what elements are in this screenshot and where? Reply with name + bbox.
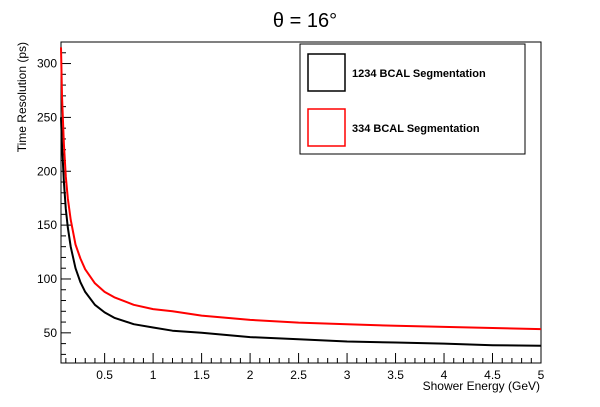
x-tick-label: 5 — [538, 368, 545, 382]
chart-title: θ = 16° — [273, 10, 337, 32]
x-tick-label: 0.5 — [96, 368, 113, 382]
legend-box — [299, 43, 526, 155]
x-axis: 0.5 1 1.5 2 2.5 3 3.5 4 4.5 5 — [65, 353, 545, 382]
legend-swatch-334 — [307, 108, 346, 147]
legend: 1234 BCAL Segmentation 334 BCAL Segmenta… — [299, 43, 526, 155]
x-tick-label: 1 — [150, 368, 157, 382]
y-tick-label: 150 — [37, 218, 57, 232]
series-lines — [60, 47, 542, 347]
legend-label-1234: 1234 BCAL Segmentation — [352, 68, 486, 80]
y-tick-label: 300 — [37, 57, 57, 71]
x-tick-label: 4.5 — [484, 368, 501, 382]
x-tick-label: 2 — [247, 368, 254, 382]
y-tick-label: 50 — [44, 326, 58, 340]
x-axis-title: Shower Energy (GeV) — [423, 379, 540, 393]
x-tick-label: 3 — [344, 368, 351, 382]
y-axis-title: Time Resolution (ps) — [15, 42, 29, 152]
x-tick-label: 4 — [441, 368, 448, 382]
y-tick-label: 250 — [37, 110, 57, 124]
legend-swatch-1234 — [307, 53, 346, 92]
x-tick-label: 3.5 — [387, 368, 404, 382]
y-tick-label: 200 — [37, 164, 57, 178]
y-tick-label: 100 — [37, 272, 57, 286]
series-line-0 — [60, 117, 542, 347]
legend-label-334: 334 BCAL Segmentation — [352, 123, 480, 135]
x-tick-label: 2.5 — [290, 368, 307, 382]
plot-frame — [60, 41, 542, 364]
series-line-1 — [60, 47, 542, 331]
x-tick-label: 1.5 — [193, 368, 210, 382]
